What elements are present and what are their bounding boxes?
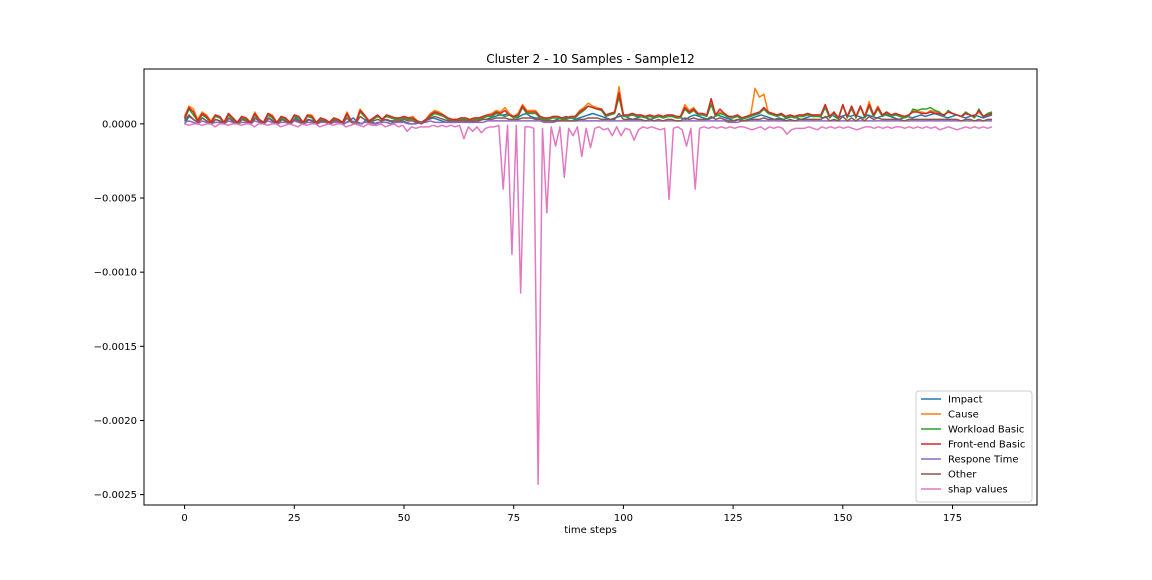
x-tick-label: 150	[833, 513, 852, 524]
legend-label: Front-end Basic	[948, 440, 1025, 451]
legend-label: Workload Basic	[948, 425, 1024, 436]
legend-label: Other	[948, 470, 977, 481]
series-line-front-end-basic	[183, 91, 993, 124]
series-line-other	[183, 112, 993, 125]
x-axis-label: time steps	[564, 525, 617, 536]
y-tick-label: −0.0020	[94, 416, 137, 427]
x-axis: 0 25 50 75 100 125 150 175	[181, 505, 962, 524]
x-tick-label: 100	[614, 513, 633, 524]
legend-label: Respone Time	[948, 455, 1018, 466]
x-tick-label: 125	[724, 513, 743, 524]
series-line-shap-values	[184, 123, 993, 485]
y-tick-label: −0.0015	[94, 342, 137, 353]
x-tick-label: 50	[398, 513, 411, 524]
y-axis: 0.0000 −0.0005 −0.0010 −0.0015 −0.0020 −0.002…	[94, 119, 144, 501]
y-tick-label: 0.0000	[102, 119, 137, 130]
chart-title: Cluster 2 - 10 Samples - Sample12	[486, 52, 695, 66]
x-tick-label: 25	[288, 513, 301, 524]
x-tick-label: 75	[507, 513, 520, 524]
y-tick-label: −0.0025	[94, 490, 137, 501]
y-tick-label: −0.0010	[94, 268, 137, 279]
legend: Impact Cause Workload Basic Front-end Basic…	[915, 390, 1033, 503]
series-line-respone-time	[184, 120, 993, 125]
x-tick-label: 0	[181, 513, 187, 524]
legend-label: shap values	[948, 485, 1008, 496]
legend-label: Impact	[948, 395, 983, 406]
x-tick-label: 175	[943, 513, 962, 524]
legend-box	[915, 390, 1033, 503]
series-layer	[183, 86, 993, 485]
y-tick-label: −0.0005	[94, 194, 137, 205]
plot-frame	[143, 68, 1038, 506]
legend-label: Cause	[948, 410, 979, 421]
